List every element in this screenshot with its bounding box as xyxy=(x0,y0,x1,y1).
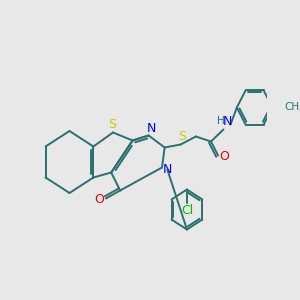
Text: S: S xyxy=(108,118,116,131)
Text: S: S xyxy=(178,130,187,143)
Text: N: N xyxy=(163,163,172,176)
Text: H: H xyxy=(217,116,225,127)
Text: Cl: Cl xyxy=(182,204,194,217)
Text: N: N xyxy=(147,122,156,135)
Text: O: O xyxy=(95,193,105,206)
Text: CH₃: CH₃ xyxy=(284,103,300,112)
Text: N: N xyxy=(223,115,232,128)
Text: O: O xyxy=(219,150,229,163)
